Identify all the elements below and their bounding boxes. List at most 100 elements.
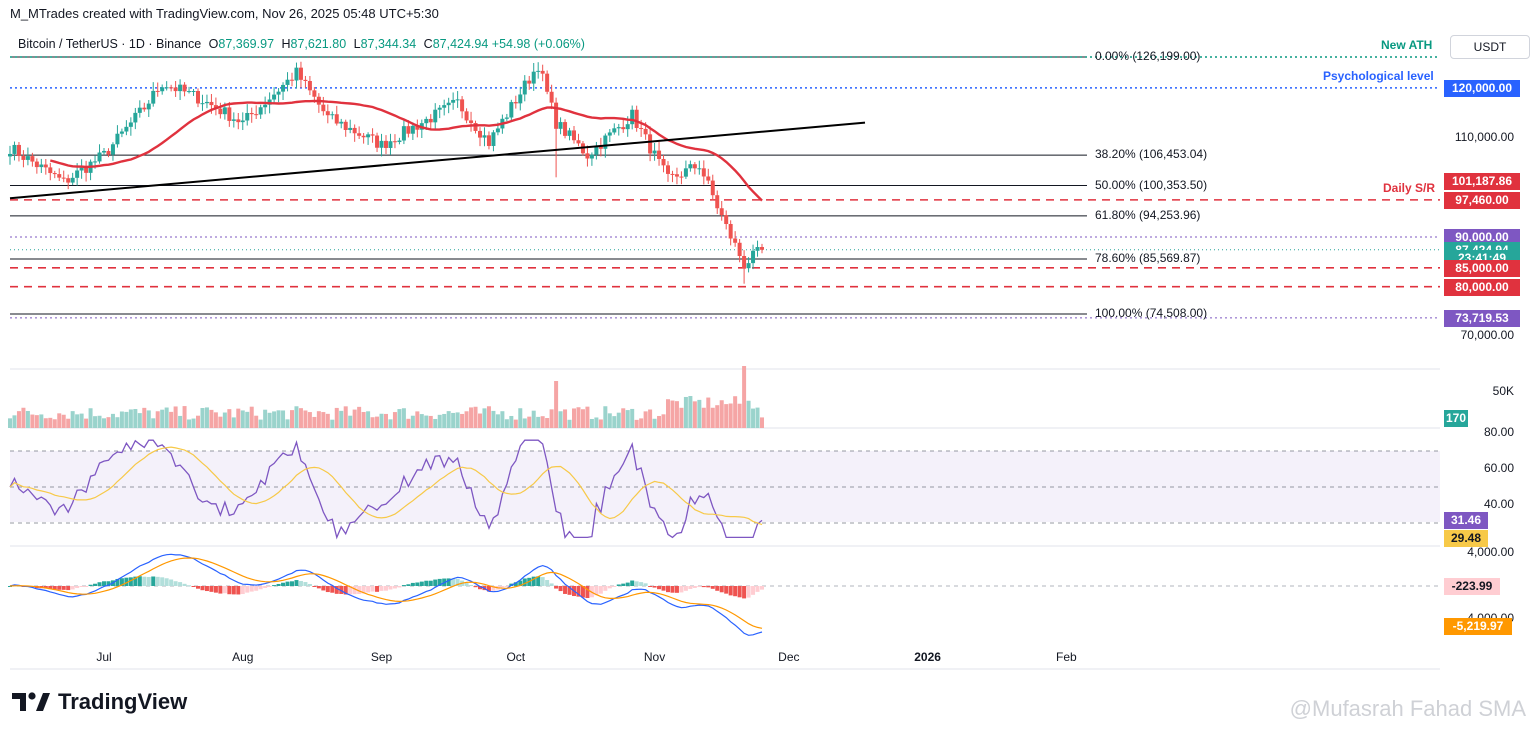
volume-bar — [392, 412, 397, 428]
volume-bar — [343, 406, 348, 428]
macd-histogram-bar — [352, 586, 357, 595]
fib-level-label: 50.00% (100,353.50) — [1095, 177, 1208, 192]
macd-histogram-bar — [697, 586, 702, 588]
volume-bar — [115, 417, 120, 428]
candle-body — [142, 107, 147, 110]
macd-histogram-bar — [307, 583, 312, 586]
close-value: 87,424.94 — [432, 37, 489, 51]
macd-histogram-bar — [249, 586, 254, 592]
macd-histogram-bar — [576, 586, 581, 597]
macd-histogram-bar — [66, 586, 71, 591]
macd-histogram-bar — [348, 586, 353, 595]
candle-body — [388, 141, 393, 148]
macd-histogram-bar — [213, 586, 218, 593]
tradingview-logo[interactable]: TradingView — [12, 689, 187, 715]
macd-histogram-bar — [504, 586, 509, 587]
candle-body — [66, 178, 71, 183]
candle-body — [191, 91, 196, 93]
candle-body — [683, 168, 688, 177]
candle-body — [486, 135, 491, 146]
time-axis-label: Sep — [370, 650, 393, 664]
volume-tag[interactable]: 170 — [1444, 410, 1468, 427]
macd-histogram-bar — [536, 576, 541, 586]
macd-signal-tag[interactable]: -5,219.97 — [1444, 618, 1512, 635]
price-tag[interactable]: 101,187.86 — [1444, 173, 1520, 191]
price-tag[interactable]: 90,000.00 — [1444, 228, 1520, 246]
candle-body — [173, 87, 178, 92]
macd-histogram-bar — [446, 578, 451, 586]
candle-body — [451, 99, 456, 103]
volume-bar — [625, 410, 630, 428]
rsi-ma-line — [9, 446, 763, 526]
rsi-ma-tag[interactable]: 29.48 — [1444, 529, 1488, 547]
price-tag[interactable]: 80,000.00 — [1444, 278, 1520, 296]
volume-bar — [598, 419, 603, 428]
volume-bar — [563, 409, 568, 428]
candle-body — [603, 135, 608, 149]
volume-bar — [558, 411, 563, 428]
volume-bar — [209, 409, 214, 428]
candle-body — [518, 94, 523, 104]
macd-histogram-bar — [169, 579, 174, 586]
candle-body — [558, 122, 563, 129]
macd-histogram-bar — [683, 586, 688, 591]
volume-bar — [334, 407, 339, 428]
currency-unit-button[interactable]: USDT — [1450, 35, 1530, 59]
macd-histogram — [8, 576, 764, 599]
candle-body — [334, 114, 339, 124]
candle-body — [222, 107, 227, 115]
macd-histogram-tag[interactable]: -223.99 — [1444, 578, 1500, 595]
candle-body — [733, 238, 738, 243]
candle-body — [473, 123, 478, 131]
candle-body — [715, 195, 720, 209]
macd-histogram-bar — [388, 586, 393, 590]
candle-body — [182, 84, 187, 92]
ohlc-legend: Bitcoin / TetherUS · 1D · Binance O87,36… — [18, 37, 585, 51]
price-tag[interactable]: 73,719.53 — [1444, 309, 1520, 327]
symbol-name[interactable]: Bitcoin / TetherUS · 1D · Binance — [18, 37, 202, 51]
macd-histogram-bar — [146, 577, 151, 586]
macd-histogram-bar — [142, 576, 147, 586]
macd-histogram-bar — [692, 586, 697, 588]
volume-bar — [473, 406, 478, 428]
macd-histogram-bar — [612, 586, 617, 587]
price-tag[interactable]: 120,000.00 — [1444, 79, 1520, 97]
candle-body — [133, 112, 138, 123]
macd-histogram-bar — [397, 586, 402, 588]
volume-bar — [61, 414, 66, 428]
candle-body — [178, 84, 183, 92]
macd-histogram-bar — [751, 586, 756, 595]
time-axis-label: Aug — [232, 650, 254, 664]
volume-bar — [30, 414, 35, 428]
macd-histogram-bar — [428, 580, 433, 586]
volume-bar — [173, 406, 178, 428]
fib-level-label: 100.00% (74,508.00) — [1095, 306, 1208, 320]
price-tag[interactable]: 97,460.00 — [1444, 191, 1520, 209]
volume-bar — [52, 419, 57, 428]
volume-bar — [231, 417, 236, 428]
macd-histogram-bar — [384, 586, 388, 591]
candle-body — [39, 164, 44, 168]
rsi-axis-label: 40.00 — [1483, 497, 1514, 511]
rsi-value-tag[interactable]: 31.46 — [1444, 512, 1488, 530]
candle-body — [307, 80, 312, 91]
volume-bar — [16, 411, 21, 428]
time-axis-label: Nov — [643, 650, 666, 664]
volume-bar — [616, 412, 621, 428]
new-ath-label: New ATH — [1381, 38, 1433, 52]
volume-bar — [661, 414, 666, 428]
candle-body — [509, 102, 514, 118]
candle-body — [625, 124, 630, 130]
volume-bar — [621, 408, 626, 428]
price-tag[interactable]: 85,000.00 — [1444, 259, 1520, 277]
macd-histogram-bar — [52, 586, 57, 590]
volume-bar — [142, 407, 147, 428]
candle-body — [290, 79, 294, 81]
macd-histogram-bar — [375, 586, 380, 592]
candle-body — [464, 111, 469, 121]
volume-bar — [146, 410, 151, 428]
volume-bar — [460, 413, 465, 428]
volume-bar — [518, 408, 523, 428]
volume-bar — [119, 411, 124, 428]
